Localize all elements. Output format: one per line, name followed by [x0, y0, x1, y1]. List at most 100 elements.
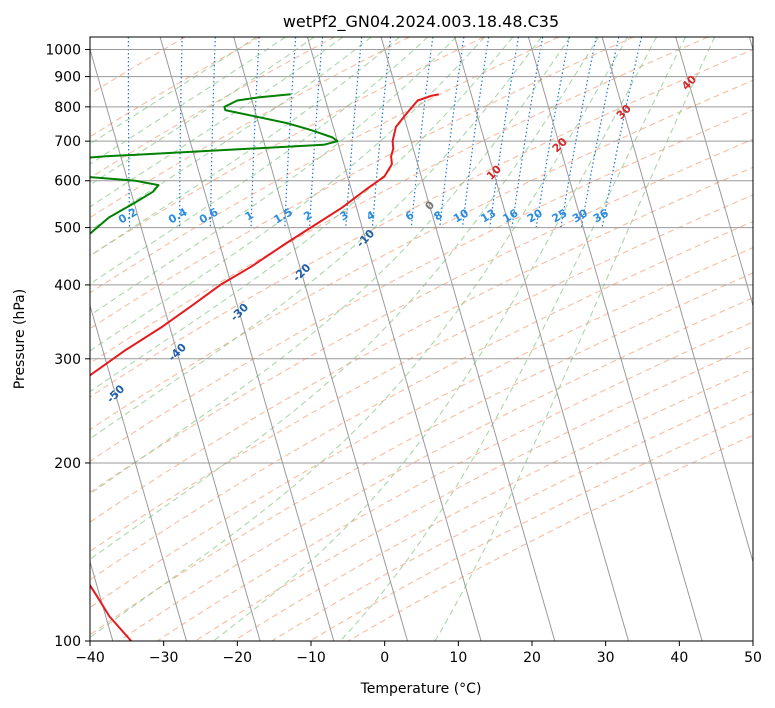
isotherm-gridlines — [90, 37, 753, 641]
mixing-ratio-label: 0.4 — [166, 205, 190, 226]
y-tick-label: 1000 — [45, 43, 81, 59]
y-axis: 100 200 300 400 500 600 700 800 900 1000 — [45, 43, 90, 650]
dry-adiabat-line — [346, 434, 753, 641]
mixing-ratio-label: 3 — [338, 208, 351, 223]
x-axis-title: Temperature (°C) — [360, 681, 482, 697]
dewpoint-profile-line — [90, 93, 339, 235]
isotherm-gridline — [90, 47, 261, 641]
moist-adiabat-line — [90, 37, 542, 440]
y-tick-label: 900 — [54, 70, 81, 86]
y-tick-label: 300 — [54, 352, 81, 368]
dry-adiabat-line — [90, 109, 753, 462]
dry-adiabat-line — [90, 138, 753, 493]
plot-frame — [89, 36, 754, 642]
mixing-ratio-line — [601, 37, 643, 228]
mixing-ratio-line — [78, 37, 83, 228]
moist-adiabat-line — [90, 37, 344, 208]
isotherm-label: -20 — [290, 261, 313, 284]
moist-adiabat-line — [90, 37, 629, 639]
mixing-ratio-line — [284, 37, 297, 228]
x-tick-label: −20 — [223, 650, 253, 666]
isotherm-label: 20 — [550, 135, 570, 155]
x-tick-label: 30 — [597, 650, 615, 666]
moist-adiabat-line — [90, 37, 600, 560]
x-tick-label: 0 — [380, 650, 389, 666]
x-tick-label: −10 — [296, 650, 326, 666]
moist-adiabat-line — [90, 37, 429, 285]
y-tick-label: 400 — [54, 278, 81, 294]
y-tick-label: 200 — [54, 456, 81, 472]
moist-adiabat-line — [90, 37, 286, 165]
moist-adiabat-line — [212, 37, 657, 641]
y-tick-label: 500 — [54, 221, 81, 237]
dry-adiabat-line — [156, 321, 753, 641]
mixing-ratio-label: 6 — [403, 208, 416, 223]
mixing-ratio-label: 0.1 — [69, 205, 92, 226]
mixing-ratio-label: 10 — [451, 206, 471, 225]
dry-adiabat-line — [90, 37, 261, 138]
mixing-ratio-line — [580, 37, 620, 228]
isotherm-gridline — [233, 37, 409, 641]
mixing-ratio-lines — [78, 37, 643, 228]
mixing-ratio-label: 2 — [301, 208, 314, 223]
dry-adiabat-line — [90, 37, 559, 294]
moist-adiabat-line — [90, 37, 571, 495]
isotherm-gridline — [601, 37, 753, 564]
isotherm-gridline — [527, 37, 703, 641]
mixing-ratio-line — [127, 37, 131, 228]
isotherm-label: 30 — [614, 102, 634, 122]
x-tick-label: −30 — [149, 650, 179, 666]
x-tick-label: 10 — [449, 650, 467, 666]
mixing-ratio-line — [489, 37, 520, 228]
dry-adiabat-line — [308, 412, 753, 641]
x-axis: −40 −30 −20 −10 0 10 20 30 40 50 — [75, 641, 762, 666]
dry-adiabat-line — [90, 37, 634, 330]
x-tick-label: 40 — [670, 650, 688, 666]
isotherm-label: -10 — [354, 227, 377, 250]
dry-adiabat-line — [90, 246, 753, 609]
isotherm-label: -70 — [0, 473, 6, 496]
isotherm-gridline — [90, 303, 188, 641]
mixing-ratio-line — [250, 37, 260, 228]
mixing-ratio-label: 0.6 — [197, 205, 221, 226]
isotherm-gridline — [454, 37, 630, 641]
mixing-ratio-line — [439, 37, 465, 228]
dry-adiabat-line — [118, 297, 753, 641]
mixing-ratio-line — [371, 37, 392, 228]
moist-adiabat-line — [434, 37, 716, 641]
moist-adiabat-line — [90, 37, 400, 257]
dry-adiabat-line — [194, 345, 753, 641]
mixing-ratio-line — [535, 37, 570, 228]
pressure-gridlines — [90, 49, 753, 641]
isotherm-label: -60 — [41, 418, 64, 441]
isotherm-label: 10 — [484, 162, 504, 182]
mixing-ratio-label: 1.5 — [271, 205, 294, 226]
mixing-ratio-label: 30 — [570, 206, 590, 225]
y-tick-label: 700 — [54, 134, 81, 150]
dry-adiabat-line — [232, 368, 753, 641]
dry-adiabat-line — [90, 37, 709, 364]
x-tick-label: 50 — [744, 650, 762, 666]
y-tick-label: 600 — [54, 174, 81, 190]
temperature-profile-line — [90, 93, 440, 641]
mixing-ratio-line — [410, 37, 434, 228]
mixing-ratio-label: 1 — [243, 208, 256, 223]
dry-adiabats — [90, 37, 753, 641]
moist-adiabat-line — [90, 37, 257, 145]
profile-series — [90, 93, 440, 641]
mixing-ratio-line — [511, 37, 544, 228]
mixing-ratio-label: 13 — [479, 207, 499, 226]
mixing-ratio-label: 25 — [550, 207, 570, 226]
y-axis-title: Pressure (hPa) — [12, 289, 28, 389]
isotherm-label: -30 — [228, 300, 251, 323]
moist-adiabat-line — [90, 37, 457, 316]
mixing-ratio-label: 4 — [364, 208, 377, 223]
isotherm-gridline — [306, 37, 482, 641]
moist-adiabats — [90, 37, 716, 641]
dry-adiabat-line — [90, 37, 335, 179]
moist-adiabat-line — [90, 37, 315, 186]
mixing-ratio-label: 20 — [525, 206, 545, 225]
isotherm-gridline — [380, 37, 556, 641]
dry-adiabat-line — [90, 37, 410, 219]
